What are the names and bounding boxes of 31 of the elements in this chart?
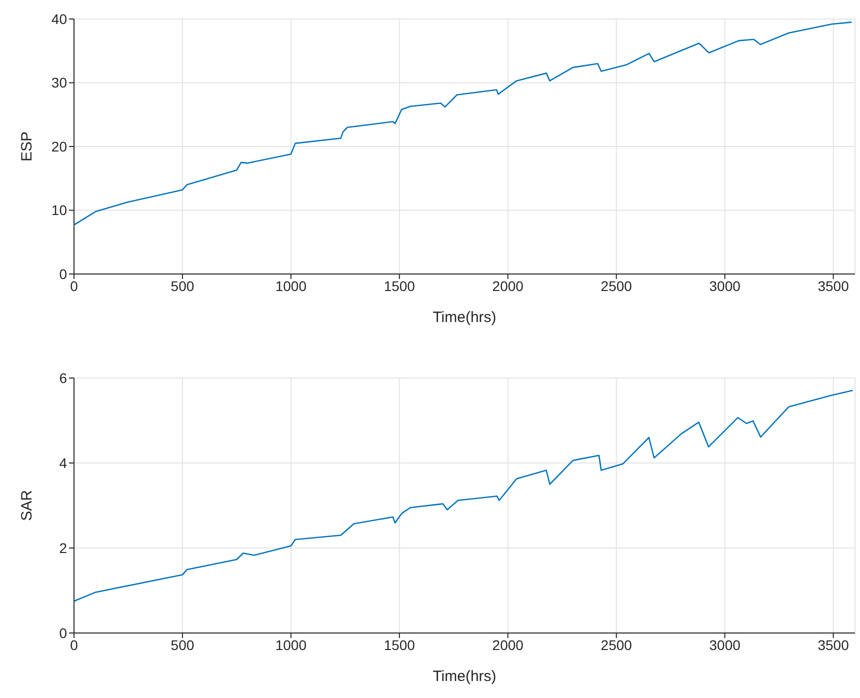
y-tick-label: 6 [59, 370, 68, 386]
x-axis-title: Time(hrs) [432, 309, 496, 326]
y-tick-label: 2 [59, 540, 68, 556]
x-tick-label: 1000 [275, 636, 307, 653]
x-tick-label: 500 [170, 278, 194, 294]
y-tick-label: 20 [51, 138, 68, 154]
y-tick-label: 0 [59, 624, 68, 641]
x-tick-label: 1000 [275, 278, 307, 294]
x-tick-label: 3000 [709, 278, 741, 294]
y-axis-title: ESP [18, 131, 36, 162]
y-tick-label: 30 [51, 74, 68, 91]
x-tick-label: 3500 [818, 278, 850, 294]
x-tick-label: 0 [70, 636, 78, 653]
y-tick-label: 10 [51, 202, 68, 218]
y-tick-label: 4 [59, 454, 68, 471]
x-tick-label: 500 [170, 636, 194, 653]
x-tick-label: 1500 [384, 636, 416, 653]
x-axis-title: Time(hrs) [432, 668, 496, 685]
y-tick-label: 0 [59, 266, 68, 282]
y-axis-title: SAR [18, 490, 36, 521]
line-series [74, 22, 852, 226]
x-tick-label: 2000 [492, 636, 524, 653]
y-tick-label: 40 [51, 10, 68, 27]
x-tick-label: 3500 [818, 636, 850, 653]
x-tick-label: 3000 [709, 636, 741, 653]
x-tick-label: 2000 [492, 278, 524, 294]
x-tick-label: 0 [70, 278, 78, 294]
x-tick-label: 2500 [600, 636, 632, 653]
x-tick-label: 1500 [384, 278, 416, 294]
x-tick-label: 2500 [600, 278, 632, 294]
line-series [74, 390, 854, 602]
